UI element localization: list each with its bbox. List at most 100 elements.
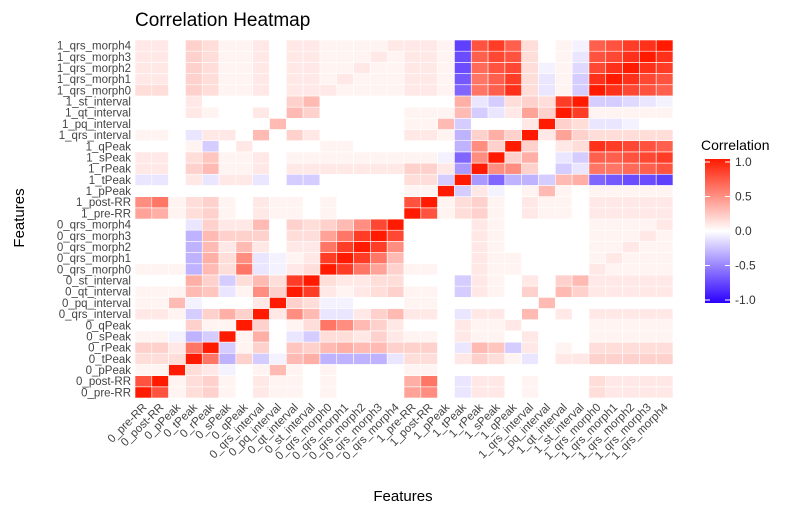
heatmap-cell: [437, 229, 455, 242]
heatmap-cell: [235, 308, 253, 320]
heatmap-cell: [201, 50, 220, 63]
heatmap-cell: [201, 285, 220, 298]
heatmap-cell: [386, 162, 405, 175]
heatmap-cell: [622, 151, 640, 164]
heatmap-cell: [319, 106, 338, 119]
heatmap-cell: [218, 162, 237, 175]
heatmap-cell: [622, 386, 640, 399]
heatmap-cell: [201, 319, 220, 332]
heatmap-cell: [218, 151, 237, 164]
heatmap-cell: [655, 241, 674, 253]
heatmap-cell: [420, 162, 438, 175]
heatmap-cell: [521, 285, 539, 298]
heatmap-cell: [437, 341, 455, 354]
heatmap-cell: [403, 319, 422, 332]
heatmap-cell: [403, 185, 422, 197]
heatmap-cell: [639, 39, 657, 52]
heatmap-cell: [470, 274, 489, 287]
heatmap-cell: [588, 252, 607, 265]
heatmap-cell: [605, 297, 623, 309]
heatmap-cell: [521, 352, 539, 365]
heatmap-cell: [655, 364, 674, 376]
y-tick-label: 0_qt_interval: [65, 287, 131, 299]
heatmap-cell: [386, 341, 405, 354]
heatmap-cell: [336, 118, 354, 130]
heatmap-cell: [487, 140, 506, 153]
heatmap-cell: [252, 62, 270, 74]
heatmap-cell: [655, 118, 674, 130]
heatmap-cell: [386, 185, 405, 197]
heatmap-cell: [235, 50, 253, 63]
heatmap-cell: [538, 308, 556, 320]
heatmap-cell: [252, 308, 270, 320]
heatmap-cell: [370, 386, 388, 399]
heatmap-cell: [319, 62, 338, 74]
heatmap-cell: [487, 218, 506, 231]
heatmap-cell: [555, 352, 573, 365]
heatmap-cell: [252, 252, 270, 265]
heatmap-cell: [218, 263, 237, 276]
heatmap-cell: [201, 297, 220, 309]
heatmap-cell: [420, 330, 438, 343]
heatmap-cell: [168, 274, 186, 287]
heatmap-cell: [185, 352, 203, 365]
heatmap-cell: [370, 62, 388, 74]
heatmap-cell: [655, 129, 674, 141]
heatmap-cell: [639, 95, 657, 108]
heatmap-cell: [437, 118, 455, 130]
heatmap-cell: [605, 352, 623, 365]
heatmap-cell: [319, 196, 338, 209]
heatmap-cell: [470, 118, 489, 130]
legend-ticks: 1.0 0.5 0.0 -0.5 -1.0: [705, 155, 756, 307]
heatmap-cell: [622, 95, 640, 108]
heatmap-cell: [622, 263, 640, 276]
heatmap-cell: [555, 39, 573, 52]
heatmap-cell: [521, 341, 539, 354]
heatmap-cell: [555, 185, 573, 197]
heatmap-cell: [555, 207, 573, 220]
heatmap-cell: [286, 285, 304, 298]
heatmap-cell: [538, 241, 556, 253]
heatmap-cell: [437, 129, 455, 141]
heatmap-cell: [555, 330, 573, 343]
heatmap-cell: [151, 375, 169, 388]
chart-title: Correlation Heatmap: [135, 10, 310, 31]
heatmap-cell: [521, 62, 539, 74]
heatmap-cell: [420, 308, 438, 320]
heatmap-cell: [302, 364, 321, 376]
heatmap-cell: [454, 308, 472, 320]
heatmap-cell: [252, 330, 270, 343]
heatmap-cell: [302, 241, 321, 253]
heatmap-cell: [201, 162, 220, 175]
heatmap-cell: [319, 285, 338, 298]
heatmap-cell: [168, 73, 186, 86]
heatmap-cell: [151, 196, 169, 209]
heatmap-cell: [201, 106, 220, 119]
heatmap-cell: [269, 151, 287, 164]
heatmap-cell: [386, 207, 405, 220]
heatmap-cell: [168, 263, 186, 276]
heatmap-cell: [538, 84, 556, 97]
heatmap-cell: [168, 297, 186, 309]
heatmap-cell: [386, 274, 405, 287]
heatmap-cell: [555, 129, 573, 141]
heatmap-cell: [386, 297, 405, 309]
heatmap-cell: [134, 140, 153, 153]
heatmap-cell: [353, 162, 371, 175]
heatmap-cell: [403, 218, 422, 231]
heatmap-cell: [235, 162, 253, 175]
heatmap-cell: [269, 95, 287, 108]
heatmap-cell: [353, 50, 371, 63]
y-tick-label: 0_qrs_morph3: [57, 231, 131, 243]
heatmap-cell: [151, 73, 169, 86]
heatmap-cell: [134, 341, 153, 354]
heatmap-cell: [370, 341, 388, 354]
heatmap-cell: [639, 285, 657, 298]
heatmap-cell: [470, 151, 489, 164]
heatmap-cell: [353, 173, 371, 186]
heatmap-cell: [134, 252, 153, 265]
heatmap-cell: [201, 95, 220, 108]
heatmap-cell: [286, 106, 304, 119]
heatmap-cell: [185, 308, 203, 320]
heatmap-cell: [151, 62, 169, 74]
